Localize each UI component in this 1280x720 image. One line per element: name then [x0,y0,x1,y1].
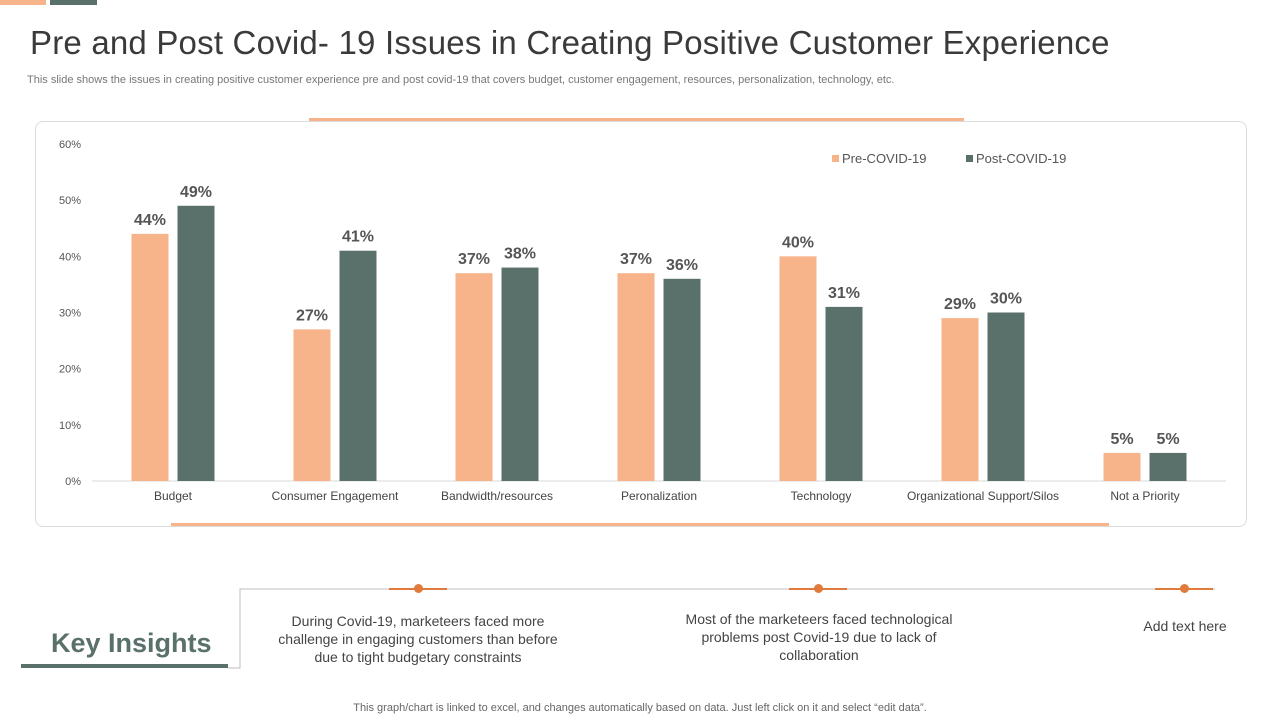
insight-3-text[interactable]: Add text here [1143,618,1227,634]
chart-card-top-accent [309,118,964,121]
category-label: Not a Priority [1110,489,1179,503]
legend-label-post: Post-COVID-19 [976,151,1066,166]
key-insights-underline [21,664,228,668]
category-label: Peronalization [621,489,697,503]
category-label: Organizational Support/Silos [907,489,1059,503]
page-title: Pre and Post Covid- 19 Issues in Creatin… [30,24,1110,61]
legend-swatch-pre [832,155,839,162]
legend-label-pre: Pre-COVID-19 [842,151,927,166]
data-label: 40% [782,234,814,251]
y-tick-label: 20% [59,364,81,376]
bar-pre[interactable] [941,318,979,481]
key-insights-heading: Key Insights [51,628,212,658]
footer-note: This graph/chart is linked to excel, and… [353,702,927,714]
y-tick-label: 0% [65,476,81,488]
bar-post[interactable] [1149,452,1187,481]
bar-pre[interactable] [1103,452,1141,481]
data-label: 5% [1110,431,1133,448]
data-label: 5% [1156,431,1179,448]
bar-pre[interactable] [779,256,817,481]
insight-2-marker-dot [814,584,823,593]
data-label: 37% [458,251,490,268]
data-label: 30% [990,291,1022,308]
data-label: 27% [296,307,328,324]
bar-post[interactable] [339,250,377,481]
bar-pre[interactable] [455,273,493,481]
data-label: 41% [342,229,374,246]
bar-post[interactable] [825,306,863,481]
bar-pre[interactable] [617,273,655,481]
chart-card-bottom-accent [171,523,1109,526]
data-label: 37% [620,251,652,268]
category-label: Consumer Engagement [272,489,399,503]
bar-pre[interactable] [131,233,169,481]
bar-chart[interactable]: 0% 10% 20% 30% 40% 50% 60% 44% 49% Budget 27% 41% Co… [0,0,1280,560]
top-accent-bar-peach [0,0,46,5]
insight-2-text[interactable]: Most of the marketeers faced technologic… [685,611,953,663]
y-tick-label: 10% [59,420,81,432]
data-label: 36% [666,257,698,274]
bar-pre[interactable] [293,329,331,481]
bar-post[interactable] [987,312,1025,482]
data-label: 29% [944,296,976,313]
bar-post[interactable] [501,267,539,481]
y-tick-label: 30% [59,308,81,320]
category-label: Technology [791,489,852,503]
insight-3-marker-dot [1180,584,1189,593]
insight-1-text[interactable]: During Covid-19, marketeers faced more c… [278,613,558,665]
page-subtitle: This slide shows the issues in creating … [27,74,895,86]
data-label: 38% [504,246,536,263]
y-tick-label: 50% [59,195,81,207]
y-tick-label: 40% [59,251,81,263]
insight-1-marker-dot [414,584,423,593]
y-tick-label: 60% [59,139,81,151]
data-label: 44% [134,212,166,229]
bar-post[interactable] [663,278,701,481]
category-label: Budget [154,489,193,503]
data-label: 49% [180,184,212,201]
data-label: 31% [828,285,860,302]
bar-post[interactable] [177,205,215,482]
category-label: Bandwidth/resources [441,489,553,503]
legend-swatch-post [966,155,973,162]
top-accent-bar-green [50,0,97,5]
